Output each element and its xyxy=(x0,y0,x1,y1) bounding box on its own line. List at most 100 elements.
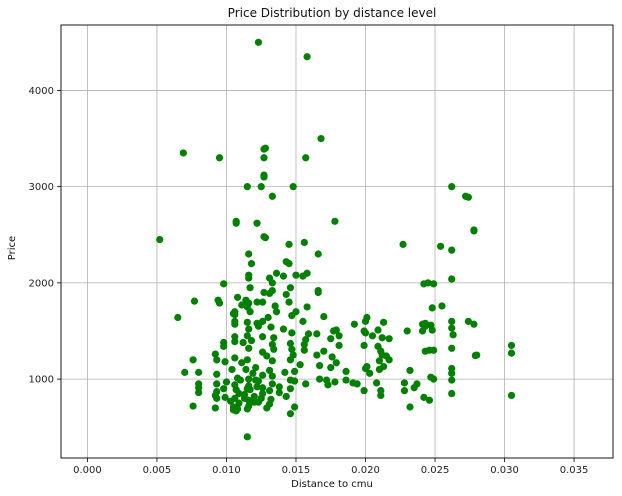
scatter-point xyxy=(245,396,253,404)
scatter-point xyxy=(368,332,377,340)
scatter-point xyxy=(211,350,219,358)
scatter-point xyxy=(236,376,244,384)
scatter-point xyxy=(288,329,296,337)
scatter-point xyxy=(268,192,276,200)
scatter-point xyxy=(268,357,276,365)
scatter-point xyxy=(254,322,263,330)
scatter-point xyxy=(220,280,228,288)
scatter-point xyxy=(428,326,436,334)
scatter-point xyxy=(211,404,219,412)
scatter-point xyxy=(275,388,283,397)
scatter-point xyxy=(261,234,269,242)
scatter-point xyxy=(189,356,197,364)
scatter-point xyxy=(282,392,290,401)
scatter-point xyxy=(286,339,295,348)
scatter-point xyxy=(247,260,256,268)
scatter-point xyxy=(271,302,279,310)
scatter-point xyxy=(406,366,414,375)
scatter-point xyxy=(260,173,268,181)
scatter-point xyxy=(253,383,261,391)
scatter-point xyxy=(263,404,271,412)
scatter-point xyxy=(285,240,293,248)
scatter-point xyxy=(361,329,370,337)
scatter-point xyxy=(190,297,199,305)
scatter-point xyxy=(335,341,343,350)
scatter-point xyxy=(253,219,261,227)
scatter-point xyxy=(385,335,393,343)
scatter-point xyxy=(174,313,182,322)
y-tick-label: 4000 xyxy=(29,86,54,97)
scatter-point xyxy=(286,356,295,364)
scatter-point xyxy=(259,384,267,392)
scatter-point xyxy=(314,250,322,258)
scatter-point xyxy=(242,365,250,374)
scatter-point xyxy=(448,369,456,377)
scatter-point xyxy=(400,379,409,387)
y-tick-label: 1000 xyxy=(29,375,54,386)
scatter-point xyxy=(259,317,267,325)
scatter-point xyxy=(189,402,197,410)
scatter-point xyxy=(246,284,254,292)
scatter-point xyxy=(448,376,456,384)
scatter-point xyxy=(328,353,336,361)
scatter-point xyxy=(213,394,221,402)
scatter-point xyxy=(366,369,374,377)
scatter-point xyxy=(279,325,288,333)
scatter-point xyxy=(360,341,368,350)
scatter-point xyxy=(324,381,332,389)
scatter-point xyxy=(299,272,307,280)
x-axis-label: Distance to cmu xyxy=(291,479,373,490)
x-tick-label: 0.000 xyxy=(73,465,102,476)
scatter-point xyxy=(265,366,274,375)
scatter-point xyxy=(448,275,456,283)
scatter-point xyxy=(300,238,308,247)
scatter-point xyxy=(428,304,436,312)
scatter-point xyxy=(228,365,236,374)
scatter-point xyxy=(238,359,246,367)
scatter-point xyxy=(448,183,456,191)
scatter-point xyxy=(375,365,384,374)
scatter-point xyxy=(272,308,281,316)
scatter-point xyxy=(296,361,304,369)
scatter-point xyxy=(342,367,350,375)
scatter-point xyxy=(227,397,235,405)
scatter-point xyxy=(235,399,243,407)
scatter-point xyxy=(286,385,295,393)
scatter-point xyxy=(379,318,388,326)
scatter-point xyxy=(288,311,296,320)
scatter-point xyxy=(243,318,251,326)
scatter-point xyxy=(507,349,516,357)
scatter-point xyxy=(342,376,350,384)
scatter-point xyxy=(221,358,229,366)
plot-area-frame xyxy=(60,24,614,459)
scatter-point xyxy=(220,385,228,393)
scatter-point xyxy=(507,391,516,400)
scatter-point xyxy=(335,332,343,340)
scatter-point xyxy=(436,242,445,250)
scatter-point xyxy=(195,368,203,376)
scatter-point xyxy=(231,337,239,346)
scatter-point xyxy=(290,367,299,375)
scatter-point xyxy=(421,347,429,355)
points-layer xyxy=(156,38,516,441)
scatter-point xyxy=(286,410,295,418)
ticks-layer: 0.000 0.005 0.010 0.015 0.020 0.025 0.030 0.035… xyxy=(29,86,589,476)
scatter-point xyxy=(231,354,239,362)
scatter-point xyxy=(420,393,428,401)
scatter-point xyxy=(215,154,224,162)
scatter-point xyxy=(292,271,300,279)
scatter-point xyxy=(259,333,267,341)
scatter-point xyxy=(448,389,456,398)
scatter-point xyxy=(267,323,275,331)
x-tick-label: 0.030 xyxy=(490,465,519,476)
scatter-point xyxy=(285,298,293,306)
scatter-point xyxy=(448,246,456,254)
scatter-point xyxy=(231,311,239,319)
scatter-point xyxy=(233,293,242,301)
scatter-point xyxy=(257,183,265,191)
scatter-point xyxy=(268,380,276,388)
scatter-point xyxy=(243,356,251,364)
scatter-point xyxy=(360,387,368,395)
